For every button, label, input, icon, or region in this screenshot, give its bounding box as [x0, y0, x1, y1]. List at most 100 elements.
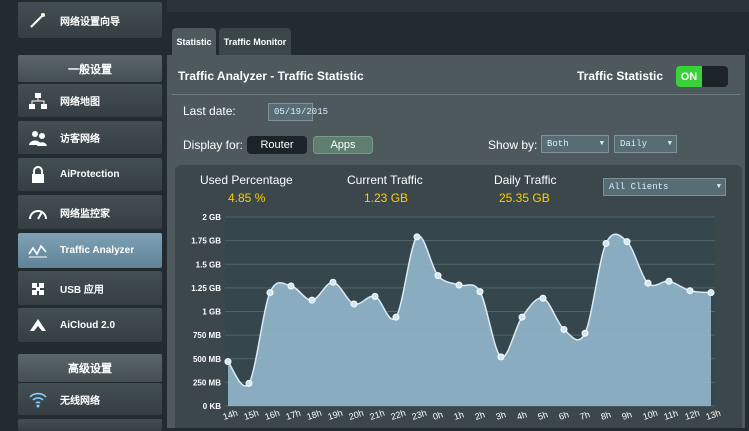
x-tick-label: 1h: [453, 409, 466, 422]
y-tick-label: 1.5 GB: [196, 260, 222, 269]
select[interactable]: Daily ▼: [614, 135, 677, 153]
point: [686, 287, 694, 295]
toggle-label: Traffic Statistic: [577, 69, 664, 83]
x-tick-label: 2h: [474, 409, 487, 422]
x-tick-label: 22h: [390, 408, 407, 422]
select-value: All Clients: [609, 182, 669, 192]
x-tick-label: 21h: [369, 408, 386, 422]
tab[interactable]: Traffic Monitor: [219, 28, 291, 55]
x-tick-label: 20h: [348, 408, 365, 422]
section-header: 高级设置: [18, 354, 162, 382]
y-tick-label: 2 GB: [202, 213, 221, 222]
x-tick-label: 9h: [621, 409, 634, 422]
x-tick-label: 18h: [306, 408, 323, 422]
menu-item[interactable]: AiProtection: [18, 158, 162, 191]
y-tick-label: 250 MB: [193, 378, 221, 387]
summary-label: Current Traffic: [347, 173, 423, 187]
button[interactable]: Apps: [313, 136, 373, 154]
summary-value: 4.85 %: [228, 191, 266, 205]
summary-label: Used Percentage: [200, 173, 293, 187]
point: [476, 288, 484, 296]
menu-item[interactable]: 访客网络: [18, 121, 162, 154]
toggle-on: ON: [676, 66, 702, 87]
menu-label: USB 应用: [60, 284, 104, 296]
point: [350, 300, 358, 308]
point: [707, 289, 715, 297]
x-tick-label: 3h: [495, 409, 508, 422]
top-strip: [167, 0, 749, 12]
point: [455, 281, 463, 289]
menu-label: 网络监控家: [60, 208, 110, 220]
point: [308, 296, 316, 304]
menu-label: AiProtection: [60, 169, 120, 180]
menu-label: 无线网络: [60, 395, 100, 407]
menu-label: Traffic Analyzer: [60, 245, 135, 256]
point: [434, 272, 442, 280]
point: [623, 238, 631, 246]
panel-title: Traffic Analyzer - Traffic Statistic: [178, 69, 364, 83]
menu-label: 网络地图: [60, 97, 100, 108]
point: [560, 325, 568, 333]
label: Show by:: [488, 138, 538, 152]
point: [581, 329, 589, 337]
x-tick-label: 17h: [285, 408, 302, 422]
x-tick-label: 19h: [327, 408, 344, 422]
x-tick-label: 23h: [411, 408, 428, 422]
x-tick-label: 5h: [537, 409, 550, 422]
arrow: ▼: [599, 140, 604, 148]
select-value: Both: [547, 139, 569, 149]
point: [665, 277, 673, 285]
point: [245, 379, 253, 387]
label: Display for:: [183, 138, 244, 152]
point: [644, 279, 652, 287]
x-tick-label: 16h: [264, 408, 281, 422]
point: [224, 358, 232, 366]
menu-item[interactable]: 网络监控家: [18, 195, 162, 229]
y-tick-label: 0 KB: [203, 402, 221, 411]
summary-value: 1.23 GB: [364, 191, 409, 205]
label: Last date:: [183, 104, 236, 118]
y-tick-label: 500 MB: [193, 355, 221, 364]
x-tick-label: 12h: [684, 408, 701, 422]
point: [602, 239, 610, 247]
button-selected[interactable]: Router: [247, 136, 307, 154]
x-tick-label: 10h: [642, 408, 659, 422]
x-tick-label: 14h: [222, 408, 239, 422]
menu-label: 访客网络: [60, 134, 100, 145]
menu-label: 网络设置向导: [60, 16, 120, 28]
point: [287, 282, 295, 290]
menu-item[interactable]: AiCloud 2.0: [18, 308, 162, 342]
point: [329, 278, 337, 286]
y-tick-label: 1 GB: [202, 308, 221, 317]
y-tick-label: 1.75 GB: [191, 237, 221, 246]
select-value: Daily: [620, 139, 648, 149]
menu-item[interactable]: 网络设置向导: [18, 2, 162, 38]
menu-label: AiCloud 2.0: [60, 319, 116, 331]
summary-label: Daily Traffic: [494, 173, 557, 187]
x-tick-label: 13h: [705, 408, 722, 422]
x-tick-label: 4h: [516, 409, 529, 422]
select[interactable]: Both ▼: [541, 135, 609, 153]
point: [497, 353, 505, 361]
point: [266, 289, 274, 297]
menu-item[interactable]: 网络地图: [18, 84, 162, 117]
date-field[interactable]: 05/19/2015: [268, 103, 328, 121]
point: [392, 313, 400, 321]
x-tick-label: 15h: [243, 408, 260, 422]
section-header: 一般设置: [18, 55, 162, 82]
menu-item[interactable]: 无线网络: [18, 383, 162, 415]
point: [539, 294, 547, 302]
client-select[interactable]: All Clients ▼: [603, 178, 726, 196]
x-tick-label: 11h: [663, 408, 680, 422]
point: [518, 313, 526, 321]
area: [228, 234, 711, 406]
tab-selected[interactable]: Statistic: [172, 28, 216, 55]
x-tick-label: 6h: [558, 409, 571, 422]
menu-item-selected[interactable]: Traffic Analyzer: [18, 233, 162, 268]
x-tick-label: 8h: [600, 409, 613, 422]
arrow: ▼: [716, 183, 721, 191]
menu-item[interactable]: USB 应用: [18, 271, 162, 305]
arrow: ▼: [667, 140, 672, 148]
